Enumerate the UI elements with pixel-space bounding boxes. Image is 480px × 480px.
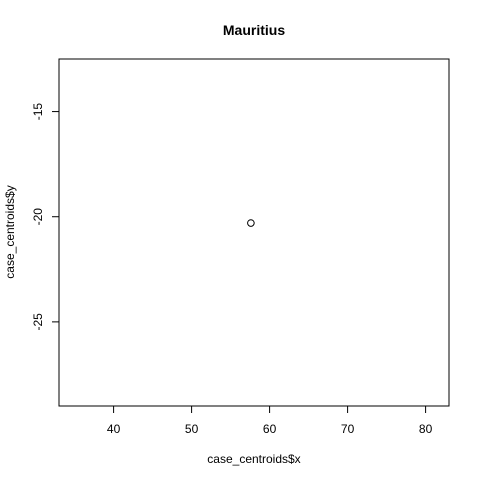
y-tick-label: -15 <box>31 103 45 121</box>
x-axis-label: case_centroids$x <box>207 452 300 466</box>
x-tick-label: 70 <box>341 422 355 436</box>
plot-frame <box>58 58 450 407</box>
x-axis: 40 50 60 70 80 <box>107 405 433 436</box>
y-tick-label: -25 <box>31 313 45 331</box>
chart-title: Mauritius <box>223 22 285 38</box>
y-axis: -15 -20 -25 <box>31 103 60 331</box>
y-tick-label: -20 <box>31 208 45 226</box>
x-tick-label: 60 <box>263 422 277 436</box>
data-point <box>247 219 255 227</box>
y-axis-label: case_centroids$y <box>3 185 17 278</box>
x-tick-label: 80 <box>419 422 433 436</box>
x-tick-label: 50 <box>185 422 199 436</box>
x-tick-label: 40 <box>107 422 121 436</box>
data-points <box>247 219 255 227</box>
